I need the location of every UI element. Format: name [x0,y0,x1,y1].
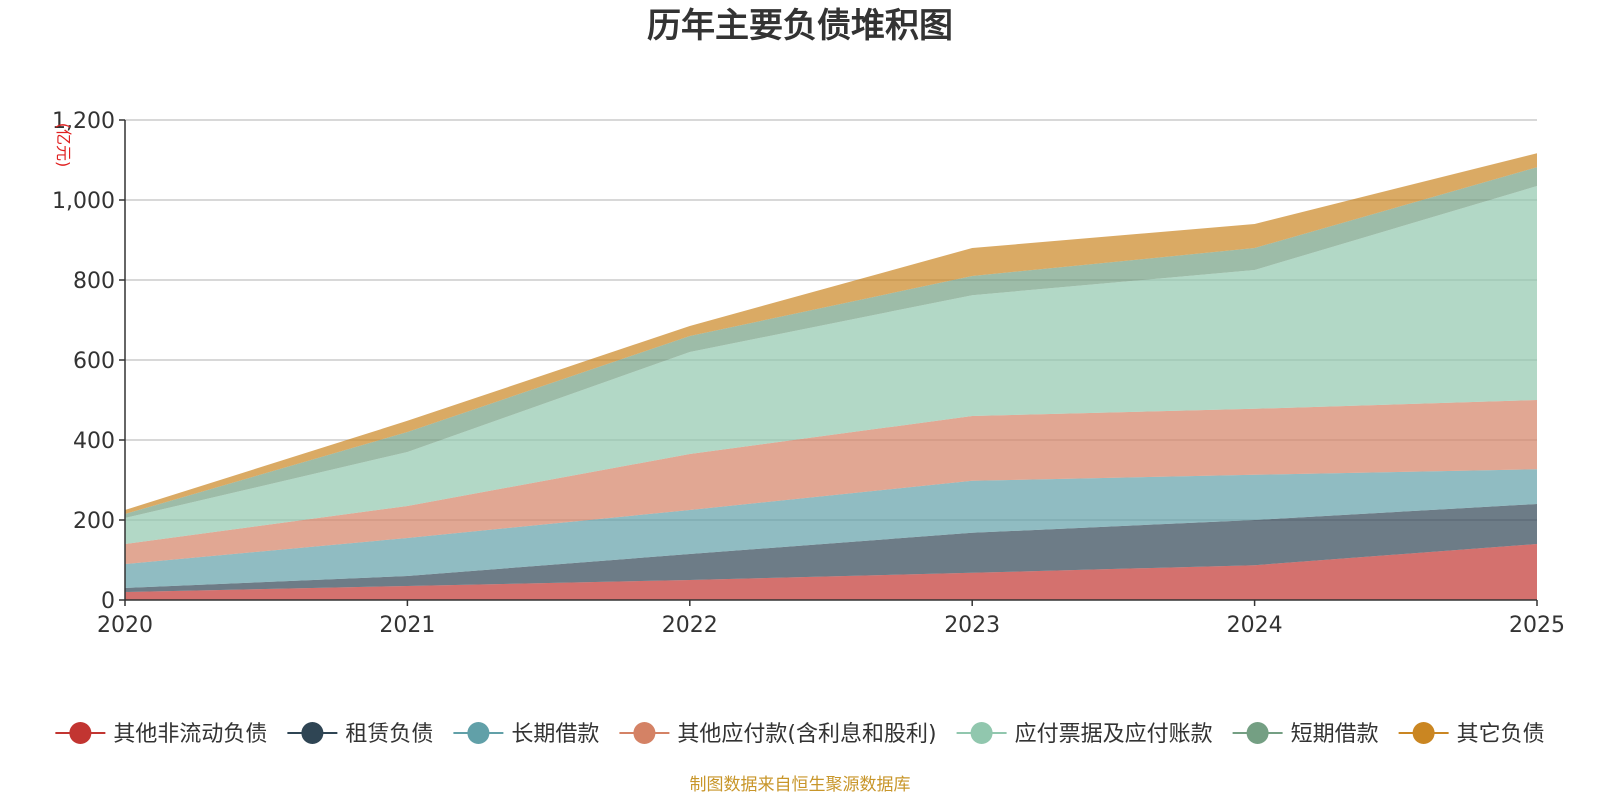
x-tick-label: 2021 [379,613,435,638]
area-应付票据及应付账款 [125,186,1537,544]
series-areas [125,153,1537,600]
legend-label: 其他应付款(含利息和股利) [677,722,936,747]
y-tick-label: 1,200 [52,109,115,134]
legend-label: 租赁负债 [345,722,433,747]
x-tick-label: 2022 [662,613,718,638]
legend-marker [1246,722,1269,744]
legend-marker [633,722,656,744]
legend-item[interactable]: 其他应付款(含利息和股利) [619,722,937,747]
y-tick-label: 400 [73,429,115,454]
chart-title: 历年主要负债堆积图 [647,6,953,46]
axes: 0 200 400 600 800 1,000 1,200 2020 2021 2022 2023 2… [52,109,1565,638]
legend-item[interactable]: 短期借款 [1232,722,1379,747]
legend-marker [1412,722,1435,744]
legend-label: 短期借款 [1291,722,1379,747]
y-tick-label: 600 [73,349,115,374]
legend-label: 其它负债 [1457,722,1545,747]
x-tick-label: 2025 [1509,613,1565,638]
legend-item[interactable]: 租赁负债 [287,722,433,747]
legend-label: 长期借款 [511,722,599,747]
y-tick-label: 800 [73,269,115,294]
area-其他非流动负债 [125,544,1537,600]
legend-marker [69,722,92,744]
area-其他应付款(含利息和股利) [125,400,1537,564]
legend-marker [301,722,324,744]
x-tick-label: 2024 [1227,613,1283,638]
area-短期借款 [125,167,1537,518]
legend-label: 应付票据及应付账款 [1015,722,1213,747]
y-tick-label: 1,000 [52,189,115,214]
source-note: 制图数据来自恒生聚源数据库 [690,775,911,795]
legend: 其他非流动负债 租赁负债 长期借款 其他应付款(含利息和股利) 应付票据及应付账款 短期借… [55,722,1545,747]
area-其它负债 [125,153,1537,514]
y-tick-label: 0 [101,589,115,614]
legend-item[interactable]: 应付票据及应付账款 [956,722,1213,747]
y-tick-label: 200 [73,509,115,534]
legend-item[interactable]: 其它负债 [1398,722,1545,747]
x-tick-label: 2020 [97,613,153,638]
y-axis-unit: (亿元) [54,123,73,168]
area-长期借款 [125,469,1537,588]
x-tick-label: 2023 [944,613,1000,638]
area-租赁负债 [125,504,1537,592]
legend-marker [467,722,490,744]
legend-item[interactable]: 长期借款 [453,722,599,747]
legend-item[interactable]: 其他非流动负债 [55,722,267,747]
legend-label: 其他非流动负债 [113,722,267,747]
legend-marker [970,722,993,744]
